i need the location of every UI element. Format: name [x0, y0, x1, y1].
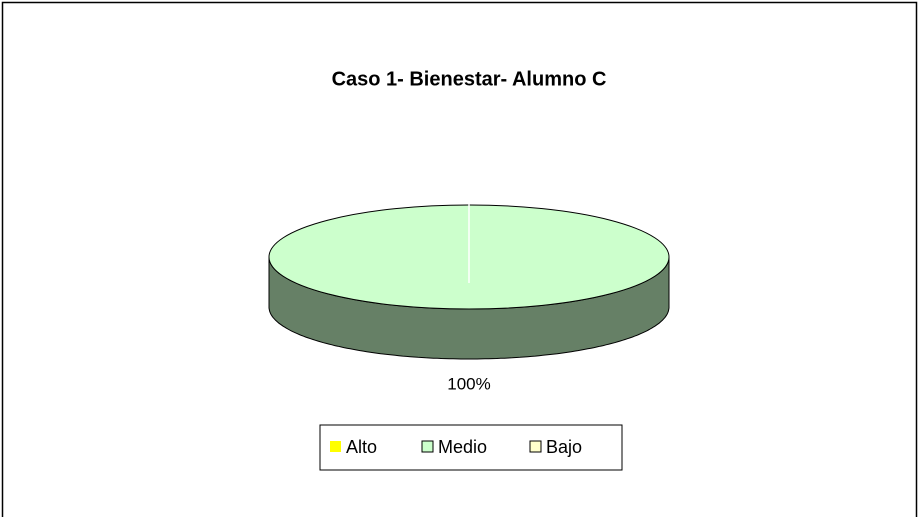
legend-label: Medio — [438, 437, 487, 457]
legend-box — [319, 424, 623, 471]
legend-swatch — [529, 440, 542, 453]
legend-label: Alto — [346, 437, 377, 457]
chart-title: Caso 1- Bienestar- Alumno C — [332, 68, 607, 90]
legend-swatch — [330, 441, 341, 452]
data-label: 100% — [447, 374, 490, 393]
legend-label: Bajo — [546, 437, 582, 457]
legend-swatch — [421, 440, 434, 453]
pie: 100% — [268, 178, 670, 393]
